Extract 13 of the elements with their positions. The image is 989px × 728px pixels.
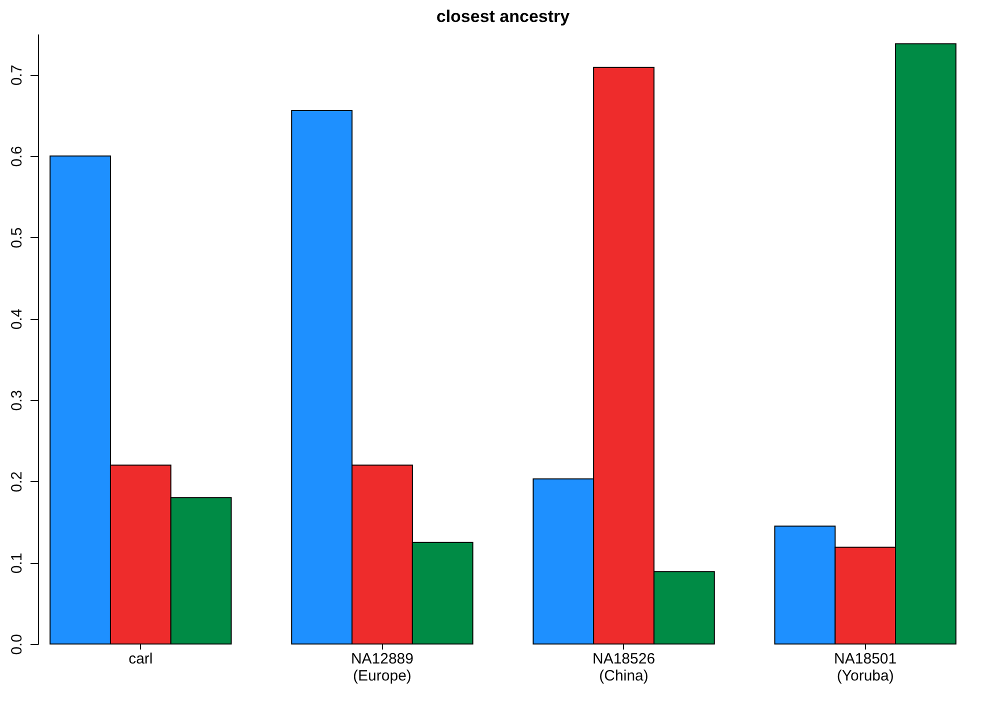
- y-tick-label: 0.4: [8, 308, 26, 330]
- x-tick-label: NA18501 (Yoruba): [834, 650, 897, 684]
- y-tick-label: 0.6: [8, 146, 26, 167]
- y-tick-label: 0.1: [8, 552, 26, 574]
- y-tick-label: 0.0: [8, 634, 26, 655]
- x-tick-label: NA18526 (China): [592, 650, 656, 684]
- x-tick-label: NA12889 (Europe): [350, 650, 414, 684]
- y-tick-label: 0.7: [8, 64, 26, 86]
- y-tick-label: 0.2: [8, 471, 26, 492]
- y-tick-label: 0.3: [8, 390, 26, 411]
- x-tick-label: carl: [128, 650, 153, 668]
- y-tick-label: 0.5: [8, 227, 26, 248]
- chart-title: closest ancestry: [436, 7, 570, 26]
